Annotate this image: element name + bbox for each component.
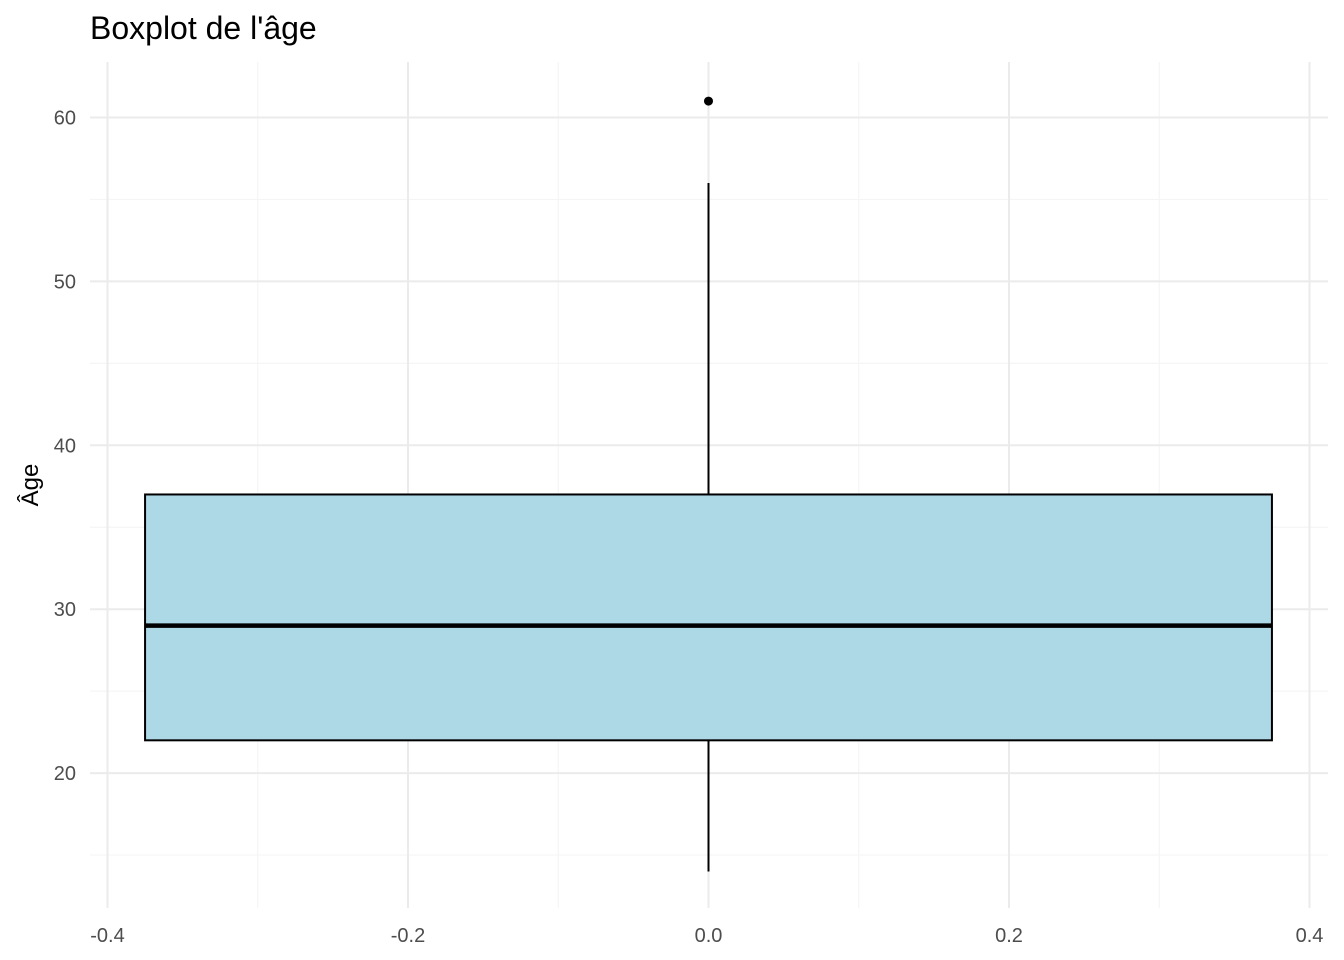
- box-marks: [144, 96, 1273, 872]
- x-tick-label: 0.4: [1296, 925, 1324, 947]
- x-tick-label: 0.2: [995, 925, 1023, 947]
- y-tick-label: 30: [54, 599, 76, 621]
- y-tick-label: 60: [54, 108, 76, 130]
- axis-labels: -0.4 -0.2 0.0 0.2 0.4 20 30 40 50 60 Âge: [17, 108, 1323, 948]
- x-tick-label: 0.0: [695, 925, 723, 947]
- y-axis-title: Âge: [17, 464, 44, 507]
- outlier-point: [704, 96, 713, 106]
- y-tick-label: 40: [54, 435, 76, 457]
- chart-title: Boxplot de l'âge: [90, 10, 317, 46]
- iqr-box: [144, 493, 1273, 742]
- x-tick-label: -0.2: [391, 925, 425, 947]
- x-tick-label: -0.4: [90, 925, 124, 947]
- y-tick-label: 50: [54, 271, 76, 293]
- y-tick-label: 20: [54, 763, 76, 785]
